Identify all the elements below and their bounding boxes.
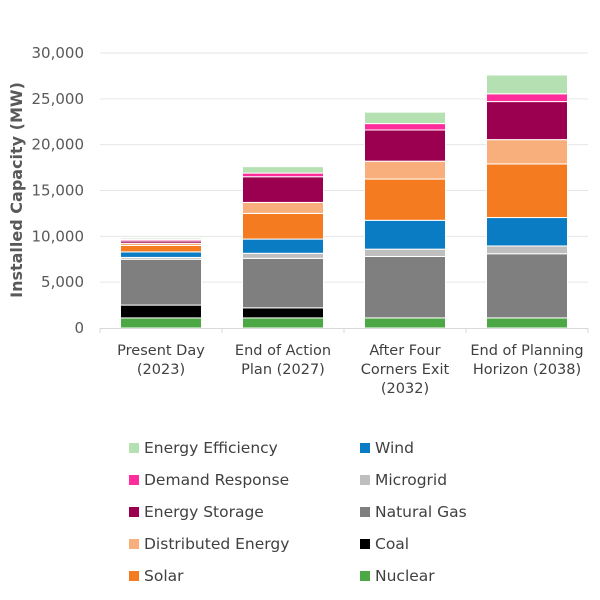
x-category-label-line: Horizon (2038) — [473, 362, 581, 378]
legend-item-solar: Solar — [129, 567, 184, 585]
legend-item-nuclear: Nuclear — [360, 567, 435, 585]
legend-item-wind: Wind — [360, 439, 414, 457]
bar-segment-energy-efficiency — [120, 237, 202, 241]
bar-segment-nuclear — [120, 317, 202, 329]
x-category-label-line: Present Day — [117, 343, 205, 359]
bar-segment-energy-storage — [242, 176, 324, 203]
bar-segment-wind — [120, 251, 202, 258]
bar-segment-solar — [120, 245, 202, 253]
x-category-label-line: Corners Exit — [361, 362, 450, 378]
bar-segment-solar — [486, 163, 568, 219]
bar-segment-distributed-energy — [486, 139, 568, 165]
x-category-label-line: After Four — [369, 343, 440, 359]
bar-segment-wind — [242, 238, 324, 254]
legend-label: Solar — [144, 567, 184, 585]
x-axis-category-labels: Present Day (2023) End of Action Plan (2027… — [117, 343, 583, 397]
legend-swatch — [129, 507, 139, 517]
bar-segment-coal — [120, 304, 202, 319]
legend-swatch — [360, 539, 370, 549]
bar-segment-coal — [242, 307, 324, 319]
legend-item-energy-efficiency: Energy Efficiency — [129, 439, 278, 457]
bar-segment-nuclear — [364, 317, 446, 329]
y-tick-label: 5,000 — [41, 273, 84, 291]
y-tick-label: 25,000 — [32, 90, 85, 108]
legend-swatch — [360, 443, 370, 453]
legend-item-microgrid: Microgrid — [360, 471, 447, 489]
x-category-label-line: (2032) — [381, 381, 429, 397]
bar-segment-energy-storage — [364, 129, 446, 162]
x-category-label: Present Day (2023) — [117, 343, 205, 378]
x-category-label-line: End of Planning — [470, 343, 583, 359]
bar-segment-energy-efficiency — [364, 111, 446, 125]
legend-swatch — [129, 571, 139, 581]
bar-segment-natural-gas — [242, 257, 324, 309]
bar-segment-wind — [364, 219, 446, 250]
x-category-label-line: Plan (2027) — [241, 362, 325, 378]
bar-segment-energy-efficiency — [242, 166, 324, 174]
legend-label: Nuclear — [375, 567, 435, 585]
bar-segment-demand-response — [364, 123, 446, 131]
legend-swatch — [360, 475, 370, 485]
legend-label: Wind — [375, 439, 414, 457]
legend-label: Energy Efficiency — [144, 439, 278, 457]
y-axis-ticks: 0 5,000 10,000 15,000 20,000 25,000 30,000 — [32, 44, 85, 337]
legend-item-natural-gas: Natural Gas — [360, 503, 467, 521]
legend-swatch — [129, 475, 139, 485]
bar-segment-microgrid — [364, 248, 446, 258]
x-category-label: End of Planning Horizon (2038) — [470, 343, 583, 378]
legend-swatch — [360, 571, 370, 581]
bar-segment-microgrid — [242, 252, 324, 259]
legend-label: Demand Response — [144, 471, 290, 489]
bar-segment-microgrid — [486, 245, 568, 255]
bar-segment-natural-gas — [364, 256, 446, 319]
y-tick-label: 20,000 — [32, 136, 85, 154]
bar-segment-energy-efficiency — [486, 74, 568, 95]
bar-segment-energy-storage — [486, 101, 568, 141]
x-category-label-line: End of Action — [235, 343, 331, 359]
x-category-label: End of Action Plan (2027) — [235, 343, 331, 378]
bar-segment-natural-gas — [486, 253, 568, 319]
bar-segment-solar — [364, 178, 446, 221]
y-tick-label: 10,000 — [32, 227, 85, 245]
legend-label: Distributed Energy — [144, 535, 290, 553]
legend-swatch — [360, 507, 370, 517]
bar-segment-wind — [486, 217, 568, 247]
legend-item-coal: Coal — [360, 535, 409, 553]
y-tick-label: 0 — [74, 319, 84, 337]
legend-label: Coal — [375, 535, 410, 553]
bar-segment-demand-response — [242, 172, 324, 178]
bar-segment-nuclear — [486, 317, 568, 329]
y-axis-label: Installed Capacity (MW) — [7, 82, 26, 298]
y-tick-label: 15,000 — [32, 182, 85, 200]
bar-segment-distributed-energy — [242, 201, 324, 214]
bar-segment-solar — [242, 212, 324, 240]
legend-label: Energy Storage — [144, 503, 264, 521]
legend-swatch — [129, 539, 139, 549]
legend-label: Microgrid — [375, 471, 448, 489]
bar-segment-nuclear — [242, 317, 324, 329]
legend-label: Natural Gas — [375, 503, 467, 521]
bar-segment-demand-response — [486, 93, 568, 103]
y-tick-label: 30,000 — [32, 44, 85, 62]
legend-item-demand-response: Demand Response — [129, 471, 289, 489]
x-category-label: After Four Corners Exit (2032) — [361, 343, 450, 397]
legend-item-distributed-energy: Distributed Energy — [129, 535, 289, 553]
x-category-label-line: (2023) — [137, 362, 185, 378]
x-axis — [99, 328, 589, 333]
legend-item-energy-storage: Energy Storage — [129, 503, 264, 521]
bar-segment-natural-gas — [120, 258, 202, 306]
bar-segment-distributed-energy — [364, 160, 446, 180]
legend-swatch — [129, 443, 139, 453]
bars — [120, 74, 568, 329]
